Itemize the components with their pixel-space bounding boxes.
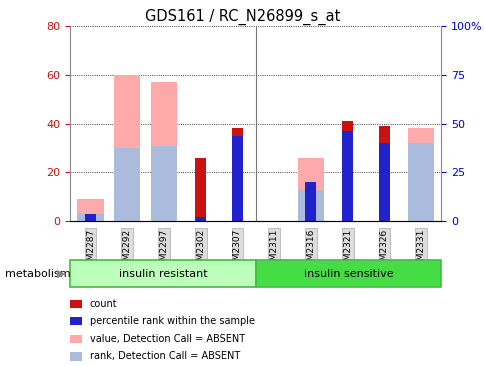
Bar	[114, 148, 140, 221]
Bar	[341, 131, 352, 221]
Bar	[341, 121, 352, 221]
Bar	[378, 143, 389, 221]
Text: insulin sensitive: insulin sensitive	[303, 269, 393, 279]
Bar	[297, 190, 323, 221]
Text: GDS161 / RC_N26899_s_at: GDS161 / RC_N26899_s_at	[145, 9, 339, 25]
Text: ▶: ▶	[57, 269, 66, 279]
Bar	[195, 217, 206, 221]
Bar	[77, 214, 104, 221]
Bar	[85, 214, 96, 221]
Text: count: count	[90, 299, 117, 309]
Bar	[297, 158, 323, 221]
Text: metabolism: metabolism	[5, 269, 70, 279]
Text: percentile rank within the sample: percentile rank within the sample	[90, 316, 254, 326]
Bar	[407, 128, 434, 221]
Bar	[77, 199, 104, 221]
Text: value, Detection Call = ABSENT: value, Detection Call = ABSENT	[90, 334, 244, 344]
Bar	[407, 143, 434, 221]
Bar	[231, 136, 242, 221]
Bar	[114, 75, 140, 221]
Bar	[256, 260, 440, 287]
Bar	[378, 126, 389, 221]
Text: insulin resistant: insulin resistant	[119, 269, 207, 279]
Bar	[195, 158, 206, 221]
Text: rank, Detection Call = ABSENT: rank, Detection Call = ABSENT	[90, 351, 240, 362]
Bar	[70, 260, 256, 287]
Bar	[151, 146, 177, 221]
Bar	[305, 182, 316, 221]
Bar	[231, 128, 242, 221]
Bar	[151, 82, 177, 221]
